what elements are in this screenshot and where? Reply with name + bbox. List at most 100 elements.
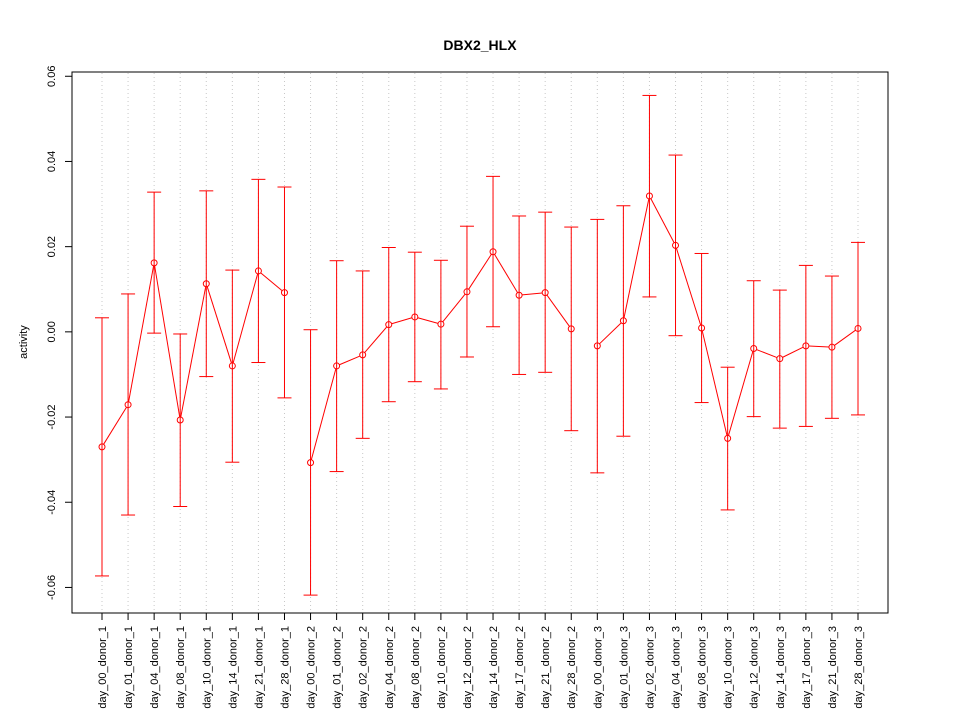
line-layer <box>103 198 856 460</box>
y-axis: -0.06 -0.04 -0.02 0.00 0.02 0.04 0.06 <box>46 66 73 600</box>
data-point <box>724 434 732 442</box>
x-tick-label: day_04_donor_1 <box>149 626 161 709</box>
series-line-segment <box>623 198 650 318</box>
y-tick-label: 0.00 <box>46 321 58 342</box>
series-line-segment <box>310 368 337 460</box>
data-point <box>463 288 471 296</box>
y-tick-label: 0.06 <box>46 66 58 87</box>
y-tick-label: -0.06 <box>46 575 58 600</box>
data-point <box>619 317 627 325</box>
data-point <box>489 248 497 256</box>
data-point <box>176 416 184 424</box>
series-line-segment <box>756 349 778 359</box>
data-point <box>254 267 262 275</box>
data-point <box>776 355 784 363</box>
grid-layer <box>101 73 859 612</box>
x-tick-label: day_08_donor_1 <box>175 626 187 709</box>
x-tick-label: day_00_donor_1 <box>97 626 109 709</box>
x-tick-label: day_28_donor_3 <box>853 626 865 709</box>
data-point <box>698 324 706 332</box>
series-line-segment <box>468 254 492 290</box>
data-point <box>437 320 445 328</box>
series-line-segment <box>391 317 413 325</box>
x-tick-label: day_04_donor_2 <box>384 626 396 709</box>
x-tick-label: day_17_donor_2 <box>514 626 526 709</box>
data-point <box>202 280 210 288</box>
errorbar-layer <box>95 94 865 596</box>
x-tick-label: day_02_donor_3 <box>644 626 656 709</box>
data-point <box>280 289 288 297</box>
x-tick-label: day_12_donor_3 <box>749 626 761 709</box>
data-point <box>333 362 341 370</box>
series-line-segment <box>599 322 622 345</box>
x-tick-label: day_01_donor_2 <box>332 626 344 709</box>
data-point <box>645 192 653 200</box>
series-line-segment <box>675 248 702 326</box>
series-line-segment <box>260 272 283 292</box>
y-tick-label: 0.04 <box>46 151 58 172</box>
series-line-segment <box>728 351 754 436</box>
data-point <box>750 344 758 352</box>
series-line-segment <box>782 346 804 358</box>
x-tick-label: day_14_donor_3 <box>775 626 787 709</box>
x-axis: day_00_donor_1 day_01_donor_1 day_04_donor… <box>97 612 865 709</box>
y-tick-label: 0.02 <box>46 236 58 257</box>
x-tick-label: day_14_donor_2 <box>488 626 500 709</box>
x-tick-label: day_01_donor_3 <box>618 626 630 709</box>
series-line-segment <box>650 198 675 243</box>
data-point <box>515 291 523 299</box>
data-point <box>567 325 575 333</box>
point-layer <box>98 192 862 467</box>
data-point <box>124 401 132 409</box>
y-tick-label: -0.04 <box>46 490 58 515</box>
x-tick-label: day_00_donor_3 <box>592 626 604 709</box>
y-tick-label: -0.02 <box>46 405 58 430</box>
series-line-segment <box>417 317 439 324</box>
data-point <box>307 459 315 467</box>
data-point <box>385 321 393 329</box>
series-line-segment <box>546 294 570 327</box>
data-point <box>828 343 836 351</box>
chart-title: DBX2_HLX <box>443 37 517 53</box>
x-tick-label: day_04_donor_3 <box>671 626 683 709</box>
data-point <box>802 342 810 350</box>
series-line-segment <box>808 345 829 348</box>
data-point <box>411 313 419 321</box>
series-line-segment <box>364 326 388 353</box>
series-line-segment <box>522 292 543 296</box>
series-line-segment <box>494 254 518 293</box>
y-axis-title: activity <box>18 325 30 359</box>
data-point <box>98 443 106 451</box>
data-point <box>228 362 236 370</box>
x-tick-label: day_10_donor_3 <box>723 626 735 709</box>
series-line-segment <box>232 273 259 364</box>
series-line-segment <box>128 265 155 402</box>
data-point <box>672 241 680 249</box>
x-tick-label: day_08_donor_3 <box>697 626 709 709</box>
series-line-segment <box>103 406 127 445</box>
series-line-segment <box>154 265 181 418</box>
series-line-segment <box>442 293 466 323</box>
x-tick-label: day_28_donor_2 <box>566 626 578 709</box>
series-line-segment <box>206 286 232 364</box>
x-tick-label: day_10_donor_1 <box>201 626 213 709</box>
data-point <box>854 324 862 332</box>
x-tick-label: day_21_donor_1 <box>253 626 265 709</box>
x-tick-label: day_21_donor_3 <box>827 626 839 709</box>
x-tick-label: day_10_donor_2 <box>436 626 448 709</box>
x-tick-label: day_14_donor_1 <box>227 626 239 709</box>
x-tick-label: day_02_donor_2 <box>358 626 370 709</box>
x-tick-label: day_12_donor_2 <box>462 626 474 709</box>
series-line-segment <box>701 330 728 436</box>
x-tick-label: day_21_donor_2 <box>540 626 552 709</box>
x-tick-label: day_00_donor_2 <box>306 626 318 709</box>
x-tick-label: day_28_donor_1 <box>279 626 291 709</box>
series-line-segment <box>834 329 856 346</box>
series-line-segment <box>180 286 207 418</box>
x-tick-label: day_17_donor_3 <box>801 626 813 709</box>
data-point <box>150 259 158 267</box>
data-point <box>359 351 367 359</box>
data-point <box>541 289 549 297</box>
x-tick-label: day_08_donor_2 <box>410 626 422 709</box>
